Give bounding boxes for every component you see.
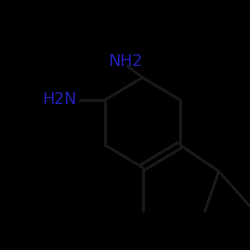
Text: NH2: NH2 — [109, 54, 143, 69]
Text: H2N: H2N — [42, 92, 77, 108]
